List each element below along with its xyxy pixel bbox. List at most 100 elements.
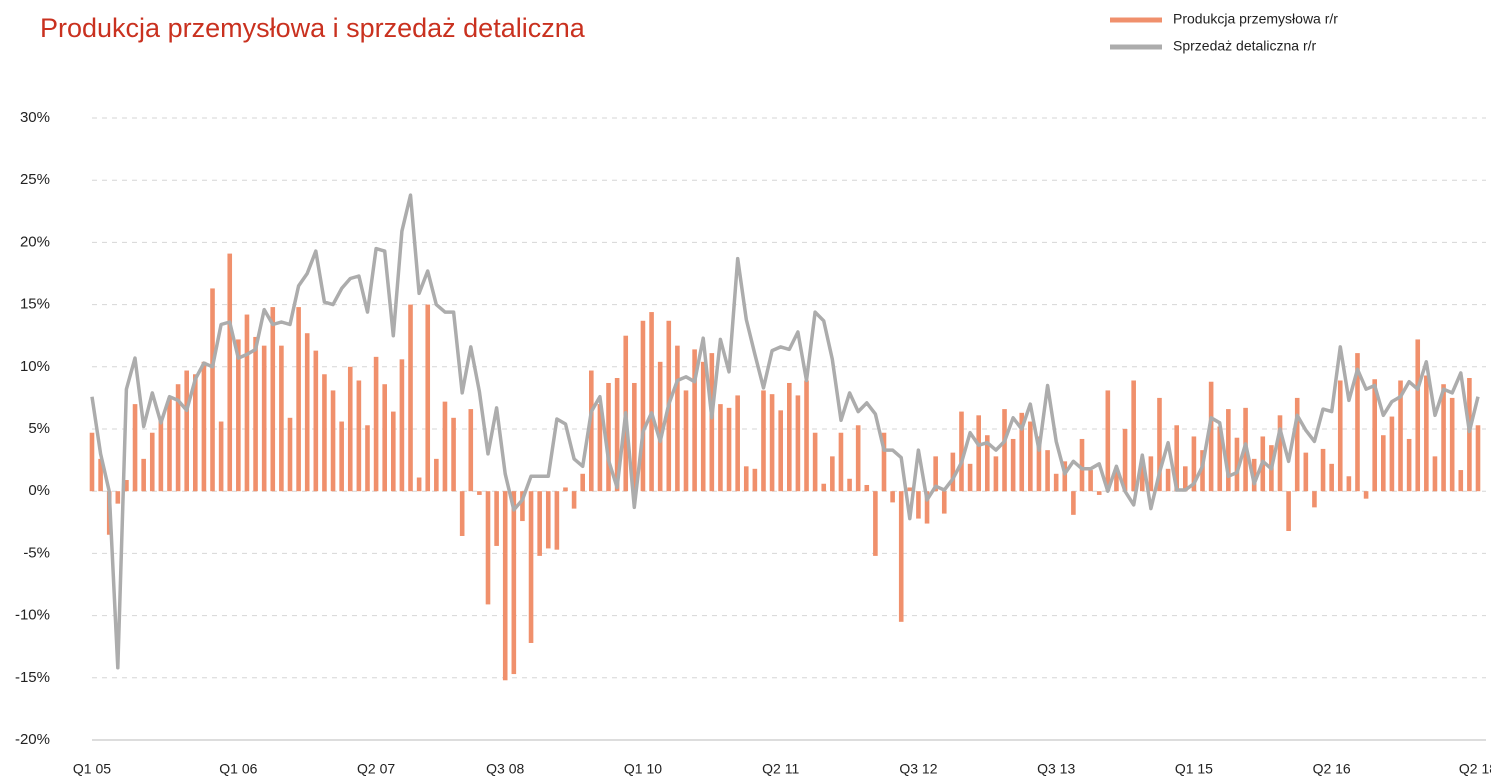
- bar: [322, 374, 327, 492]
- bar: [864, 484, 870, 492]
- bar: [528, 491, 534, 643]
- bar: [1019, 412, 1025, 492]
- x-tick-label: Q2 16: [1313, 761, 1351, 777]
- bar: [365, 425, 370, 492]
- bar: [907, 487, 913, 492]
- bar: [434, 458, 439, 492]
- bar: [830, 456, 835, 492]
- bar: [158, 416, 164, 492]
- bar: [1071, 491, 1076, 515]
- bar: [709, 353, 715, 492]
- bar: [847, 478, 852, 492]
- bar: [873, 491, 878, 556]
- bar: [537, 491, 542, 556]
- bar: [726, 407, 732, 492]
- bar: [1286, 491, 1291, 532]
- bar: [1277, 415, 1283, 492]
- bar: [261, 345, 267, 492]
- bar: [649, 312, 654, 492]
- bar: [1251, 458, 1257, 492]
- bar: [149, 432, 155, 492]
- bar: [1320, 448, 1326, 492]
- bar: [924, 491, 930, 524]
- x-tick-label: Q1 05: [73, 761, 111, 777]
- bar: [279, 345, 284, 492]
- x-tick-label: Q2 18: [1459, 761, 1491, 777]
- bar: [941, 491, 947, 514]
- bar: [1062, 461, 1068, 492]
- x-tick-label: Q2 07: [357, 761, 395, 777]
- bar: [640, 320, 646, 492]
- bar: [769, 394, 775, 492]
- bar: [812, 432, 818, 492]
- bar: [1406, 438, 1412, 492]
- bar: [1165, 468, 1171, 492]
- bar: [253, 336, 258, 492]
- bar: [967, 463, 973, 492]
- bar: [236, 339, 241, 492]
- bar: [795, 395, 801, 492]
- bar: [468, 409, 474, 492]
- bar: [1234, 437, 1240, 492]
- bar: [1226, 409, 1231, 492]
- bar: [589, 370, 594, 492]
- bar: [898, 491, 904, 622]
- bar: [718, 404, 723, 492]
- bar: [1415, 339, 1421, 492]
- bar: [933, 456, 938, 492]
- bar: [1312, 491, 1317, 508]
- bar: [1432, 456, 1438, 492]
- bar: [520, 491, 525, 522]
- bar: [1157, 397, 1162, 492]
- bar: [838, 432, 844, 492]
- bar: [296, 307, 301, 492]
- bar: [985, 435, 990, 492]
- bar: [993, 456, 999, 492]
- bar: [227, 253, 233, 492]
- bar: [1346, 476, 1352, 492]
- bar: [1355, 353, 1360, 492]
- bar: [1398, 380, 1403, 492]
- bar: [1363, 491, 1369, 499]
- bar: [184, 370, 189, 492]
- bar: [1217, 426, 1223, 492]
- bar: [1441, 384, 1446, 492]
- bar: [632, 382, 637, 492]
- bar: [1329, 463, 1334, 492]
- y-tick-label: -20%: [15, 731, 50, 748]
- bar: [606, 382, 611, 492]
- bar: [313, 350, 319, 492]
- bar: [425, 304, 431, 492]
- bar: [193, 374, 198, 492]
- bar: [735, 395, 740, 492]
- bar: [304, 333, 310, 492]
- bar: [1424, 375, 1429, 492]
- bar: [692, 349, 697, 492]
- bar: [132, 404, 138, 492]
- bar: [330, 390, 336, 492]
- bar: [1053, 473, 1059, 492]
- bar: [494, 491, 499, 546]
- bar: [700, 361, 706, 492]
- bar: [881, 432, 887, 492]
- bar: [580, 473, 585, 492]
- bar: [1096, 491, 1102, 495]
- bar: [563, 487, 568, 492]
- bar: [511, 491, 517, 675]
- bar: [959, 411, 964, 492]
- y-tick-label: -5%: [23, 544, 50, 561]
- bar: [399, 359, 405, 492]
- bar: [787, 382, 792, 492]
- bar: [657, 361, 663, 492]
- bar: [1028, 421, 1033, 492]
- bar: [821, 483, 827, 492]
- bar: [855, 425, 861, 492]
- y-tick-label: 30%: [20, 109, 50, 126]
- bar: [752, 468, 758, 492]
- bar: [502, 491, 508, 681]
- bar: [391, 411, 396, 492]
- y-tick-label: 15%: [20, 296, 50, 313]
- y-tick-label: -15%: [15, 669, 50, 686]
- bar: [451, 417, 456, 492]
